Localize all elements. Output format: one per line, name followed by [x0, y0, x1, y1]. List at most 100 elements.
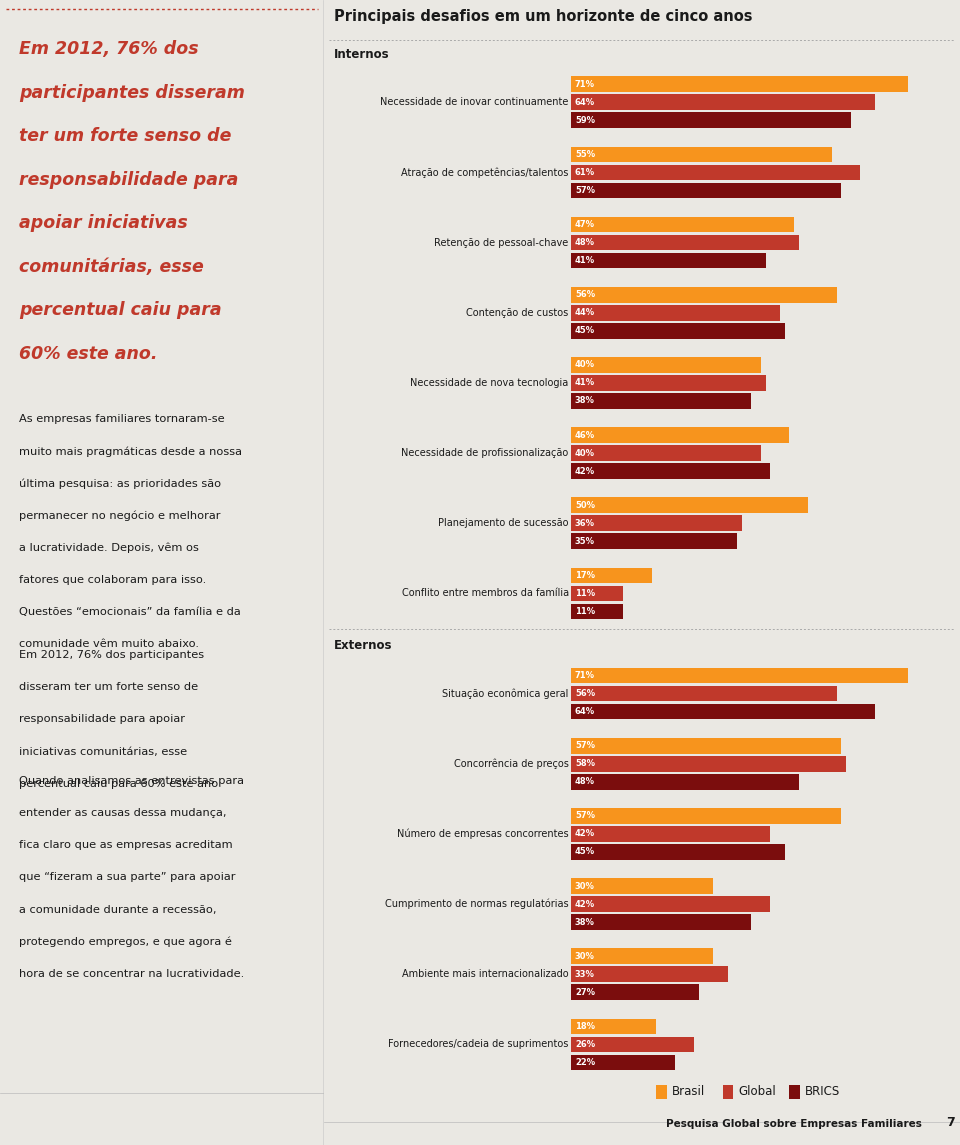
Text: 44%: 44%	[575, 308, 595, 317]
Text: 47%: 47%	[575, 220, 595, 229]
Text: fica claro que as empresas acreditam: fica claro que as empresas acreditam	[19, 840, 233, 851]
Text: Principais desafios em um horizonte de cinco anos: Principais desafios em um horizonte de c…	[334, 8, 753, 24]
Text: 40%: 40%	[575, 449, 595, 458]
Text: a comunidade durante a recessão,: a comunidade durante a recessão,	[19, 905, 217, 915]
Bar	[571, 1055, 676, 1071]
Text: 40%: 40%	[575, 361, 595, 370]
Text: participantes disseram: participantes disseram	[19, 84, 246, 102]
Bar	[571, 216, 794, 232]
Bar	[571, 112, 851, 128]
Text: 45%: 45%	[575, 326, 595, 335]
Text: Em 2012, 76% dos: Em 2012, 76% dos	[19, 40, 199, 58]
Bar	[571, 77, 908, 92]
Bar	[571, 147, 832, 163]
Bar	[657, 1084, 667, 1099]
Bar	[571, 287, 837, 302]
Text: 7: 7	[947, 1116, 955, 1129]
Text: 57%: 57%	[575, 741, 595, 750]
Text: 41%: 41%	[575, 379, 595, 387]
Bar	[571, 393, 752, 409]
Text: 33%: 33%	[575, 970, 595, 979]
Text: Pesquisa Global sobre Empresas Familiares: Pesquisa Global sobre Empresas Familiare…	[666, 1120, 922, 1129]
Text: Planejamento de sucessão: Planejamento de sucessão	[438, 519, 568, 528]
Text: hora de se concentrar na lucratividade.: hora de se concentrar na lucratividade.	[19, 969, 245, 979]
Text: 56%: 56%	[575, 291, 595, 299]
Text: Brasil: Brasil	[672, 1085, 705, 1098]
Text: comunitárias, esse: comunitárias, esse	[19, 258, 204, 276]
Bar	[571, 808, 841, 823]
Text: disseram ter um forte senso de: disseram ter um forte senso de	[19, 682, 199, 693]
Text: 26%: 26%	[575, 1040, 595, 1049]
Bar	[571, 774, 799, 790]
Text: 41%: 41%	[575, 256, 595, 266]
Bar	[571, 966, 728, 982]
Bar	[571, 948, 713, 964]
Text: Externos: Externos	[334, 639, 393, 653]
Text: BRICS: BRICS	[804, 1085, 840, 1098]
Bar	[571, 253, 765, 268]
Bar	[571, 182, 841, 198]
Text: 46%: 46%	[575, 431, 595, 440]
Bar	[571, 165, 860, 180]
Bar	[571, 464, 770, 479]
Text: 11%: 11%	[575, 607, 595, 616]
Text: 64%: 64%	[575, 708, 595, 716]
Text: fatores que colaboram para isso.: fatores que colaboram para isso.	[19, 575, 206, 585]
Text: Internos: Internos	[334, 48, 390, 61]
Bar	[571, 756, 846, 772]
Bar	[571, 585, 623, 601]
Text: Conflito entre membros da família: Conflito entre membros da família	[401, 589, 568, 599]
Bar	[789, 1084, 800, 1099]
Text: Necessidade de inovar continuamente: Necessidade de inovar continuamente	[380, 97, 568, 108]
Text: permanecer no negócio e melhorar: permanecer no negócio e melhorar	[19, 511, 221, 521]
Text: 30%: 30%	[575, 882, 595, 891]
Bar	[723, 1084, 733, 1099]
Text: 22%: 22%	[575, 1058, 595, 1067]
Text: 35%: 35%	[575, 537, 595, 546]
Bar	[571, 737, 841, 753]
Bar	[571, 515, 742, 531]
Text: Questões “emocionais” da família e da: Questões “emocionais” da família e da	[19, 607, 241, 617]
Bar	[571, 534, 737, 550]
Text: 48%: 48%	[575, 777, 595, 787]
Text: 71%: 71%	[575, 80, 595, 89]
Text: percentual caiu para 60% este ano.: percentual caiu para 60% este ano.	[19, 779, 222, 789]
Text: Contenção de custos: Contenção de custos	[467, 308, 568, 318]
Bar	[571, 445, 761, 461]
Text: Retenção de pessoal-chave: Retenção de pessoal-chave	[435, 238, 568, 247]
Text: Concorrência de preços: Concorrência de preços	[454, 758, 568, 769]
Text: 57%: 57%	[575, 812, 595, 821]
Text: 60% este ano.: 60% este ano.	[19, 345, 158, 363]
Bar	[571, 1019, 657, 1034]
Text: 50%: 50%	[575, 500, 595, 510]
Text: 42%: 42%	[575, 900, 595, 909]
Text: Atração de competências/talentos: Atração de competências/talentos	[401, 167, 568, 177]
Text: 71%: 71%	[575, 671, 595, 680]
Text: 58%: 58%	[575, 759, 595, 768]
Text: Quando analisamos as entrevistas para: Quando analisamos as entrevistas para	[19, 776, 245, 787]
Text: a lucratividade. Depois, vêm os: a lucratividade. Depois, vêm os	[19, 543, 200, 553]
Text: Global: Global	[738, 1085, 776, 1098]
Text: ter um forte senso de: ter um forte senso de	[19, 127, 232, 145]
Bar	[571, 376, 765, 390]
Text: 59%: 59%	[575, 116, 595, 125]
Bar	[571, 603, 623, 619]
Text: protegendo empregos, e que agora é: protegendo empregos, e que agora é	[19, 937, 232, 947]
Text: 38%: 38%	[575, 917, 595, 926]
Text: 56%: 56%	[575, 689, 595, 698]
Text: 42%: 42%	[575, 467, 595, 475]
Bar	[571, 305, 780, 321]
Bar	[571, 94, 875, 110]
Text: 48%: 48%	[575, 238, 595, 247]
Text: Situação econômica geral: Situação econômica geral	[443, 688, 568, 698]
Text: 61%: 61%	[575, 168, 595, 177]
Bar	[571, 985, 699, 1000]
Text: Em 2012, 76% dos participantes: Em 2012, 76% dos participantes	[19, 650, 204, 661]
Text: 27%: 27%	[575, 988, 595, 997]
Bar	[571, 914, 752, 930]
Text: 17%: 17%	[575, 571, 595, 581]
Bar	[571, 357, 761, 373]
Bar	[571, 323, 784, 339]
Bar	[571, 668, 908, 684]
Text: iniciativas comunitárias, esse: iniciativas comunitárias, esse	[19, 747, 187, 757]
